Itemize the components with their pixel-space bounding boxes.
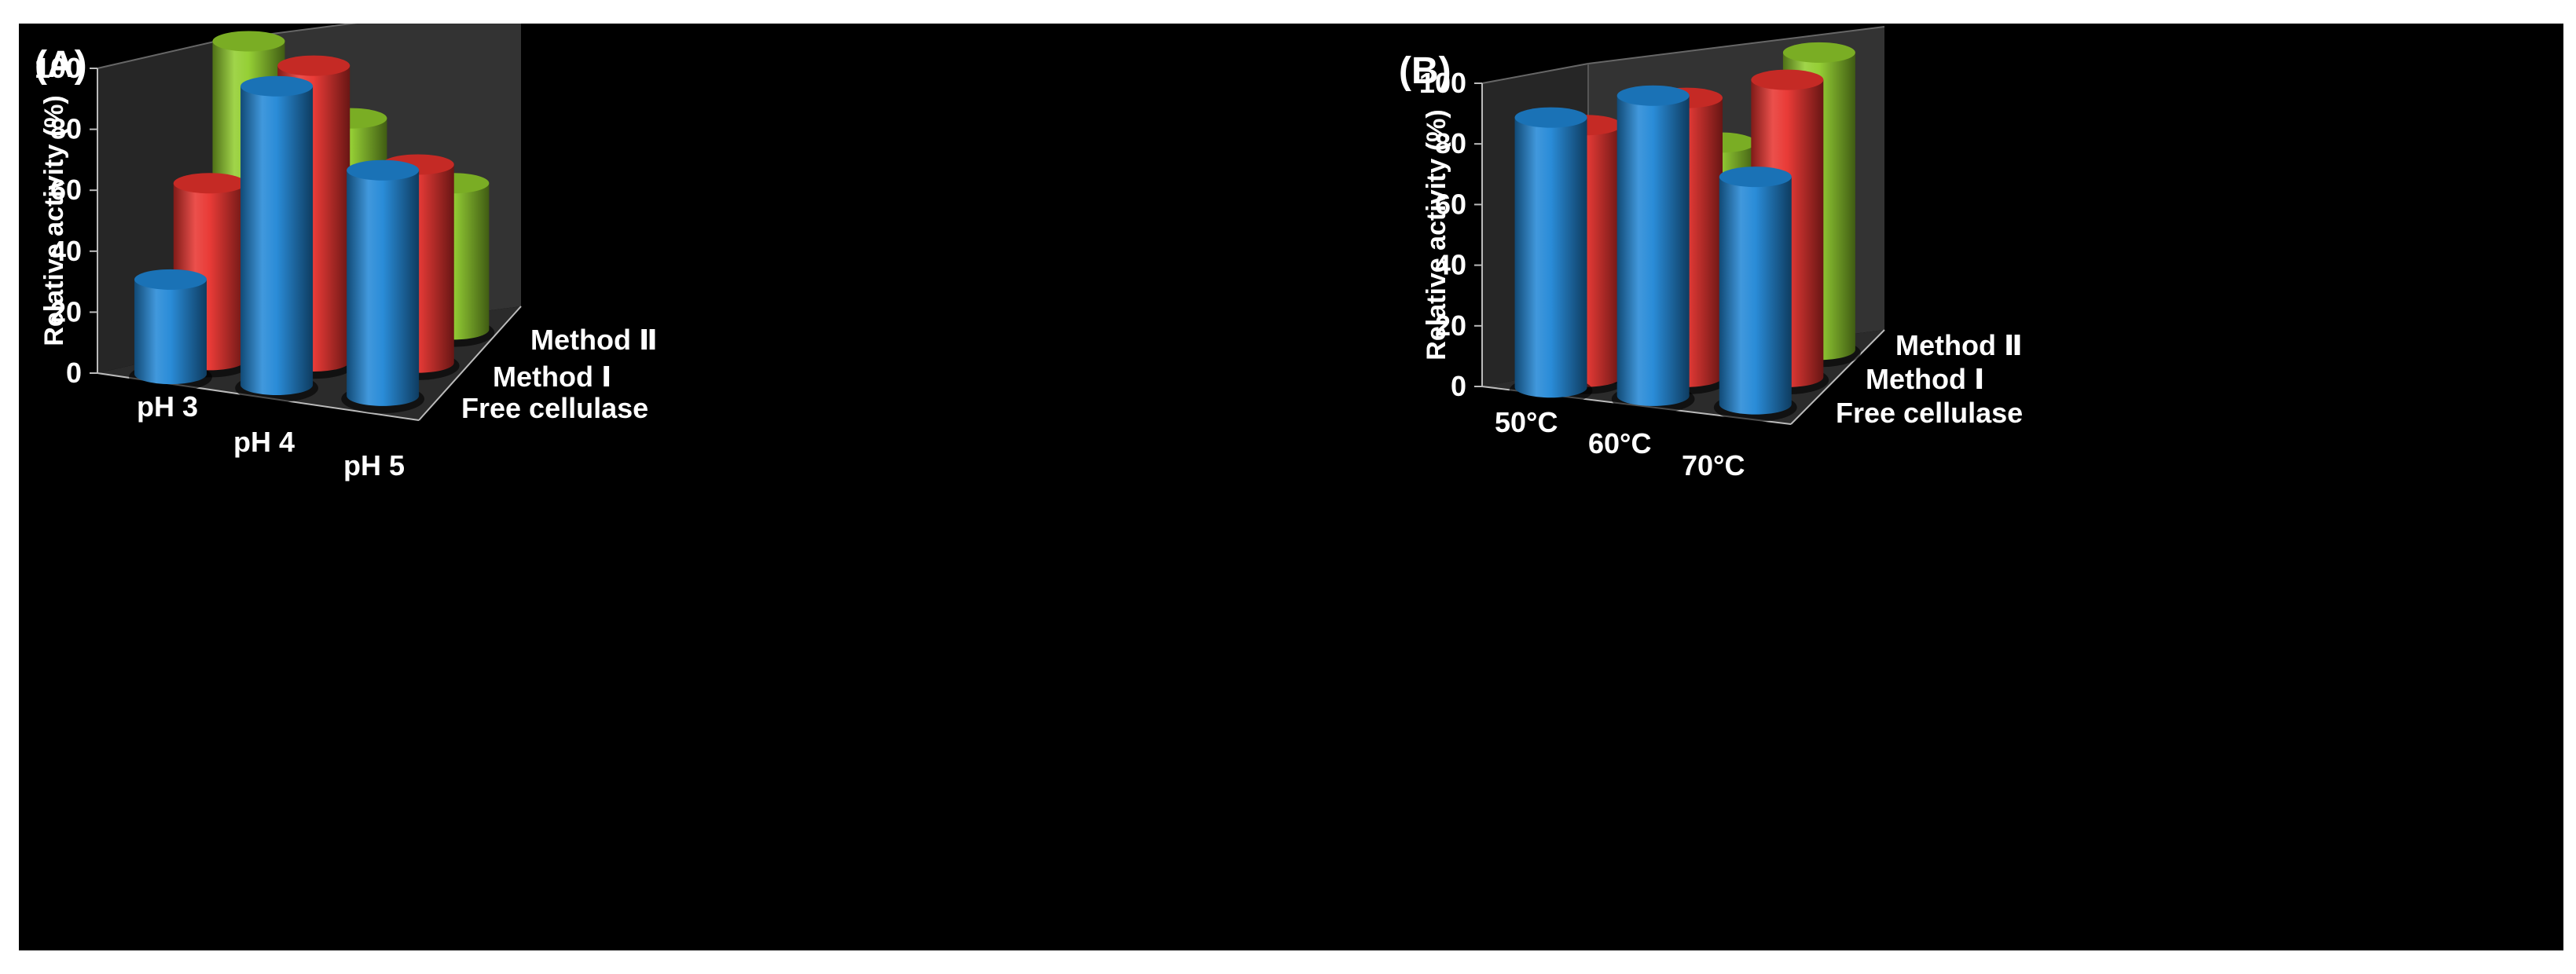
bar-body <box>347 170 420 406</box>
y-tick-label-0: 0 <box>1451 370 1466 402</box>
bar-body <box>1719 177 1792 415</box>
panel-label: (A) <box>35 44 87 86</box>
bar-top <box>173 173 246 194</box>
y-tick-label-60: 60 <box>1435 188 1466 220</box>
figure-canvas: 0 20 40 60 80 100 Relative activity (%) (A) pH 3… <box>19 24 2563 950</box>
bar-free-cellulase-pH-3 <box>129 269 212 392</box>
bar-top <box>212 31 285 52</box>
depth-axis-line <box>1790 329 1885 425</box>
y-axis-label: Relative activity (%) <box>1422 109 1451 360</box>
bar-body <box>134 279 207 385</box>
series-label: Free cellulase <box>461 392 648 424</box>
y-tick-label-40: 40 <box>50 235 82 267</box>
bar-free-cellulase-60°C <box>1611 85 1695 414</box>
chart-panel-a: 0 20 40 60 80 100 Relative activity (%) (A) pH 3… <box>35 24 658 482</box>
bar-body <box>240 86 314 396</box>
bar-top <box>240 75 314 97</box>
y-tick-label-100: 100 <box>1419 67 1466 99</box>
y-tick-label-80: 80 <box>50 113 82 145</box>
bar-top <box>1616 85 1690 106</box>
bar-top <box>1782 42 1855 63</box>
category-label: 70°C <box>1682 449 1745 482</box>
series-label: Free cellulase <box>1836 397 2023 429</box>
bar-top <box>1514 107 1587 128</box>
series-label: Method Ⅰ <box>493 361 611 393</box>
y-tick-label-80: 80 <box>1435 127 1466 159</box>
category-label: pH 5 <box>343 449 405 482</box>
category-label: pH 3 <box>137 390 198 423</box>
bar-top <box>1719 167 1792 188</box>
series-label: Method Ⅱ <box>1895 329 2023 361</box>
panel-label: (B) <box>1399 50 1451 92</box>
figure-svg: 0 20 40 60 80 100 Relative activity (%) (A) pH 3… <box>35 24 2023 482</box>
y-axis-label: Relative activity (%) <box>39 95 69 346</box>
bar-top <box>347 159 420 181</box>
y-tick-label-20: 20 <box>1435 309 1466 342</box>
series-label: Method Ⅱ <box>530 324 658 356</box>
bar-body <box>1514 117 1587 398</box>
category-label: 50°C <box>1495 406 1558 438</box>
y-tick-label-100: 100 <box>35 52 82 84</box>
bar-top <box>134 269 207 290</box>
y-tick-label-20: 20 <box>50 295 82 328</box>
bar-free-cellulase-pH-5 <box>341 159 425 414</box>
bar-free-cellulase-70°C <box>1713 167 1797 422</box>
y-tick-label-40: 40 <box>1435 249 1466 281</box>
category-label: 60°C <box>1588 427 1651 460</box>
series-label: Method Ⅰ <box>1866 363 1984 395</box>
bar-top <box>1751 69 1824 90</box>
depth-axis-line <box>418 306 522 421</box>
bar-free-cellulase-50°C <box>1509 107 1593 405</box>
y-tick-label-60: 60 <box>50 174 82 206</box>
bar-top <box>277 55 350 76</box>
chart-panel-b: 0 20 40 60 80 100 Relative activity (%) (B) 50°C… <box>1399 26 2023 482</box>
category-label: pH 4 <box>233 426 295 458</box>
bar-free-cellulase-pH-4 <box>235 75 318 403</box>
bar-body <box>1616 95 1690 406</box>
y-tick-label-0: 0 <box>66 357 82 389</box>
